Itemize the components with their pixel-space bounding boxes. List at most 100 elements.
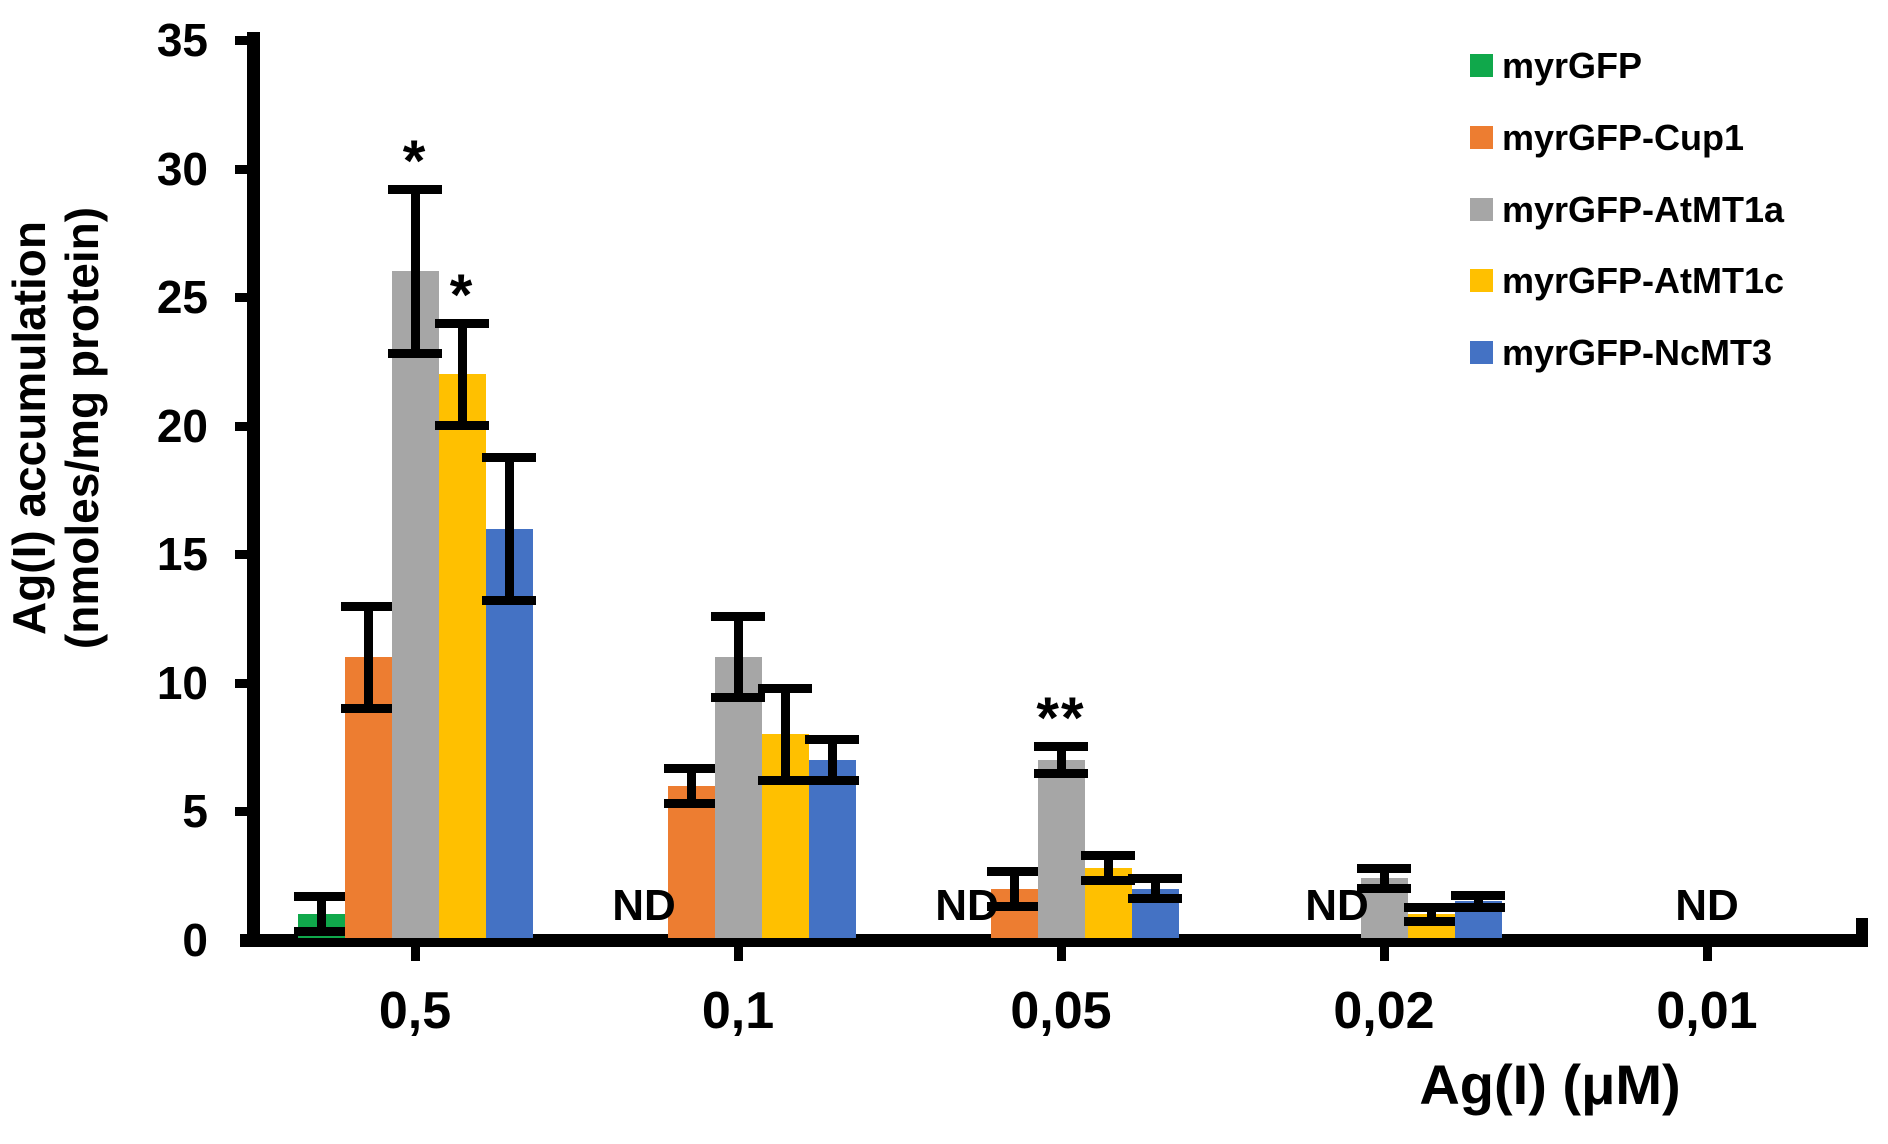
- legend-label: myrGFP-NcMT3: [1502, 332, 1773, 374]
- x-tick: [734, 947, 743, 961]
- legend-swatch-icon: [1470, 54, 1493, 77]
- legend-swatch-icon: [1470, 269, 1493, 293]
- y-tick: [235, 807, 247, 817]
- y-axis-line: [247, 32, 260, 947]
- error-bar-cap-top: [388, 185, 442, 195]
- y-tick-label: 30: [156, 142, 208, 195]
- error-bar-cap-top: [482, 452, 536, 462]
- y-tick: [235, 36, 247, 45]
- y-tick-label: 15: [156, 528, 208, 581]
- error-bar-cap-bottom: [805, 775, 859, 785]
- error-bar-cap-top: [1451, 891, 1505, 900]
- error-bar-cap-bottom: [1357, 883, 1411, 893]
- error-bar-cap-bottom: [1034, 769, 1088, 779]
- y-tick-label: 20: [156, 399, 208, 452]
- x-tick: [411, 947, 420, 961]
- y-tick: [235, 164, 247, 174]
- error-bar-cap-top: [711, 612, 765, 621]
- bar-myrGFP-AtMT1a-0,5: [391, 271, 439, 938]
- error-bar-cap-bottom: [294, 927, 348, 937]
- legend-label: myrGFP-AtMT1a: [1502, 188, 1785, 230]
- x-tick-label: 0,1: [701, 982, 775, 1040]
- legend-label: myrGFP: [1502, 45, 1643, 86]
- y-tick-label: 35: [156, 14, 208, 66]
- y-tick: [235, 421, 247, 431]
- error-bar-cap-bottom: [341, 703, 395, 713]
- error-bar-line: [1056, 745, 1066, 775]
- y-tick: [235, 293, 247, 303]
- bar-myrGFP-AtMT1c-0,5: [438, 374, 486, 938]
- significance-annotation: *: [449, 262, 475, 328]
- error-bar-line: [316, 896, 326, 933]
- error-bar-line: [457, 322, 467, 426]
- x-tick-label: 0,5: [378, 982, 452, 1040]
- error-bar-cap-bottom: [388, 348, 442, 358]
- x-tick-label: 0,01: [1656, 982, 1758, 1040]
- x-tick: [1380, 947, 1389, 961]
- y-tick-label: 10: [156, 656, 208, 709]
- legend-swatch-icon: [1470, 125, 1493, 149]
- nd-label: ND: [1675, 881, 1739, 930]
- error-bar-line: [733, 616, 743, 699]
- error-bar-line: [827, 739, 837, 781]
- bar-myrGFP-AtMT1a-0,05: [1037, 760, 1085, 938]
- error-bar-cap-bottom: [1451, 902, 1505, 912]
- y-axis-title-line1: Ag(I) accumulation: [3, 220, 55, 636]
- error-bar-line: [1379, 868, 1389, 889]
- x-axis-end-cap: [1856, 918, 1868, 947]
- x-tick-label: 0,05: [1010, 982, 1112, 1040]
- error-bar-cap-top: [805, 735, 859, 745]
- legend-swatch-icon: [1470, 197, 1493, 221]
- error-bar-line: [1103, 855, 1113, 881]
- error-bar-cap-bottom: [1128, 893, 1182, 903]
- error-bar-cap-top: [1081, 851, 1135, 861]
- error-bar-cap-bottom: [1081, 875, 1135, 885]
- x-axis-title: Ag(I) (μM): [1419, 1053, 1681, 1116]
- nd-label: ND: [1305, 881, 1369, 930]
- error-bar-cap-top: [664, 763, 718, 773]
- error-bar-cap-bottom: [482, 595, 536, 605]
- error-bar-cap-top: [1034, 741, 1088, 751]
- error-bar-line: [780, 688, 790, 781]
- error-bar-cap-top: [1357, 864, 1411, 873]
- error-bar-line: [686, 767, 696, 804]
- nd-label: ND: [935, 881, 999, 930]
- error-bar-cap-top: [341, 601, 395, 611]
- error-bar-cap-bottom: [711, 693, 765, 703]
- error-bar-cap-top: [758, 684, 812, 693]
- error-bar-cap-top: [987, 866, 1041, 876]
- y-tick: [235, 550, 247, 560]
- error-bar-cap-bottom: [1404, 917, 1458, 926]
- significance-annotation: *: [402, 129, 428, 195]
- error-bar-cap-top: [435, 318, 489, 328]
- bar-myrGFP-Cup1-0,1: [667, 785, 715, 938]
- y-tick: [235, 678, 247, 688]
- y-tick-label: 0: [182, 914, 208, 966]
- x-tick: [1057, 947, 1066, 961]
- error-bar-line: [504, 456, 514, 601]
- y-tick-label: 5: [182, 785, 208, 838]
- error-bar-line: [1426, 906, 1436, 922]
- error-bar-cap-bottom: [664, 798, 718, 808]
- error-bar-line: [410, 189, 420, 354]
- error-bar-cap-top: [1404, 902, 1458, 912]
- error-bar-cap-top: [294, 892, 348, 902]
- nd-label: ND: [612, 881, 676, 930]
- x-tick: [1703, 947, 1712, 961]
- error-bar-cap-top: [1128, 874, 1182, 884]
- x-tick-label: 0,02: [1333, 982, 1435, 1040]
- error-bar-line: [1009, 870, 1019, 907]
- error-bar-cap-bottom: [987, 901, 1041, 911]
- error-bar-cap-bottom: [435, 420, 489, 430]
- legend-label: myrGFP-Cup1: [1502, 116, 1745, 158]
- legend-swatch-icon: [1470, 341, 1493, 365]
- bar-myrGFP-AtMT1a-0,1: [714, 657, 762, 938]
- error-bar-line: [363, 605, 373, 709]
- legend-label: myrGFP-AtMT1c: [1502, 260, 1785, 302]
- y-tick-label: 25: [156, 271, 208, 324]
- error-bar-line: [1473, 895, 1483, 908]
- error-bar-cap-bottom: [758, 775, 812, 785]
- bar-myrGFP-NcMT3-0,1: [808, 760, 856, 938]
- significance-annotation: **: [1036, 685, 1086, 751]
